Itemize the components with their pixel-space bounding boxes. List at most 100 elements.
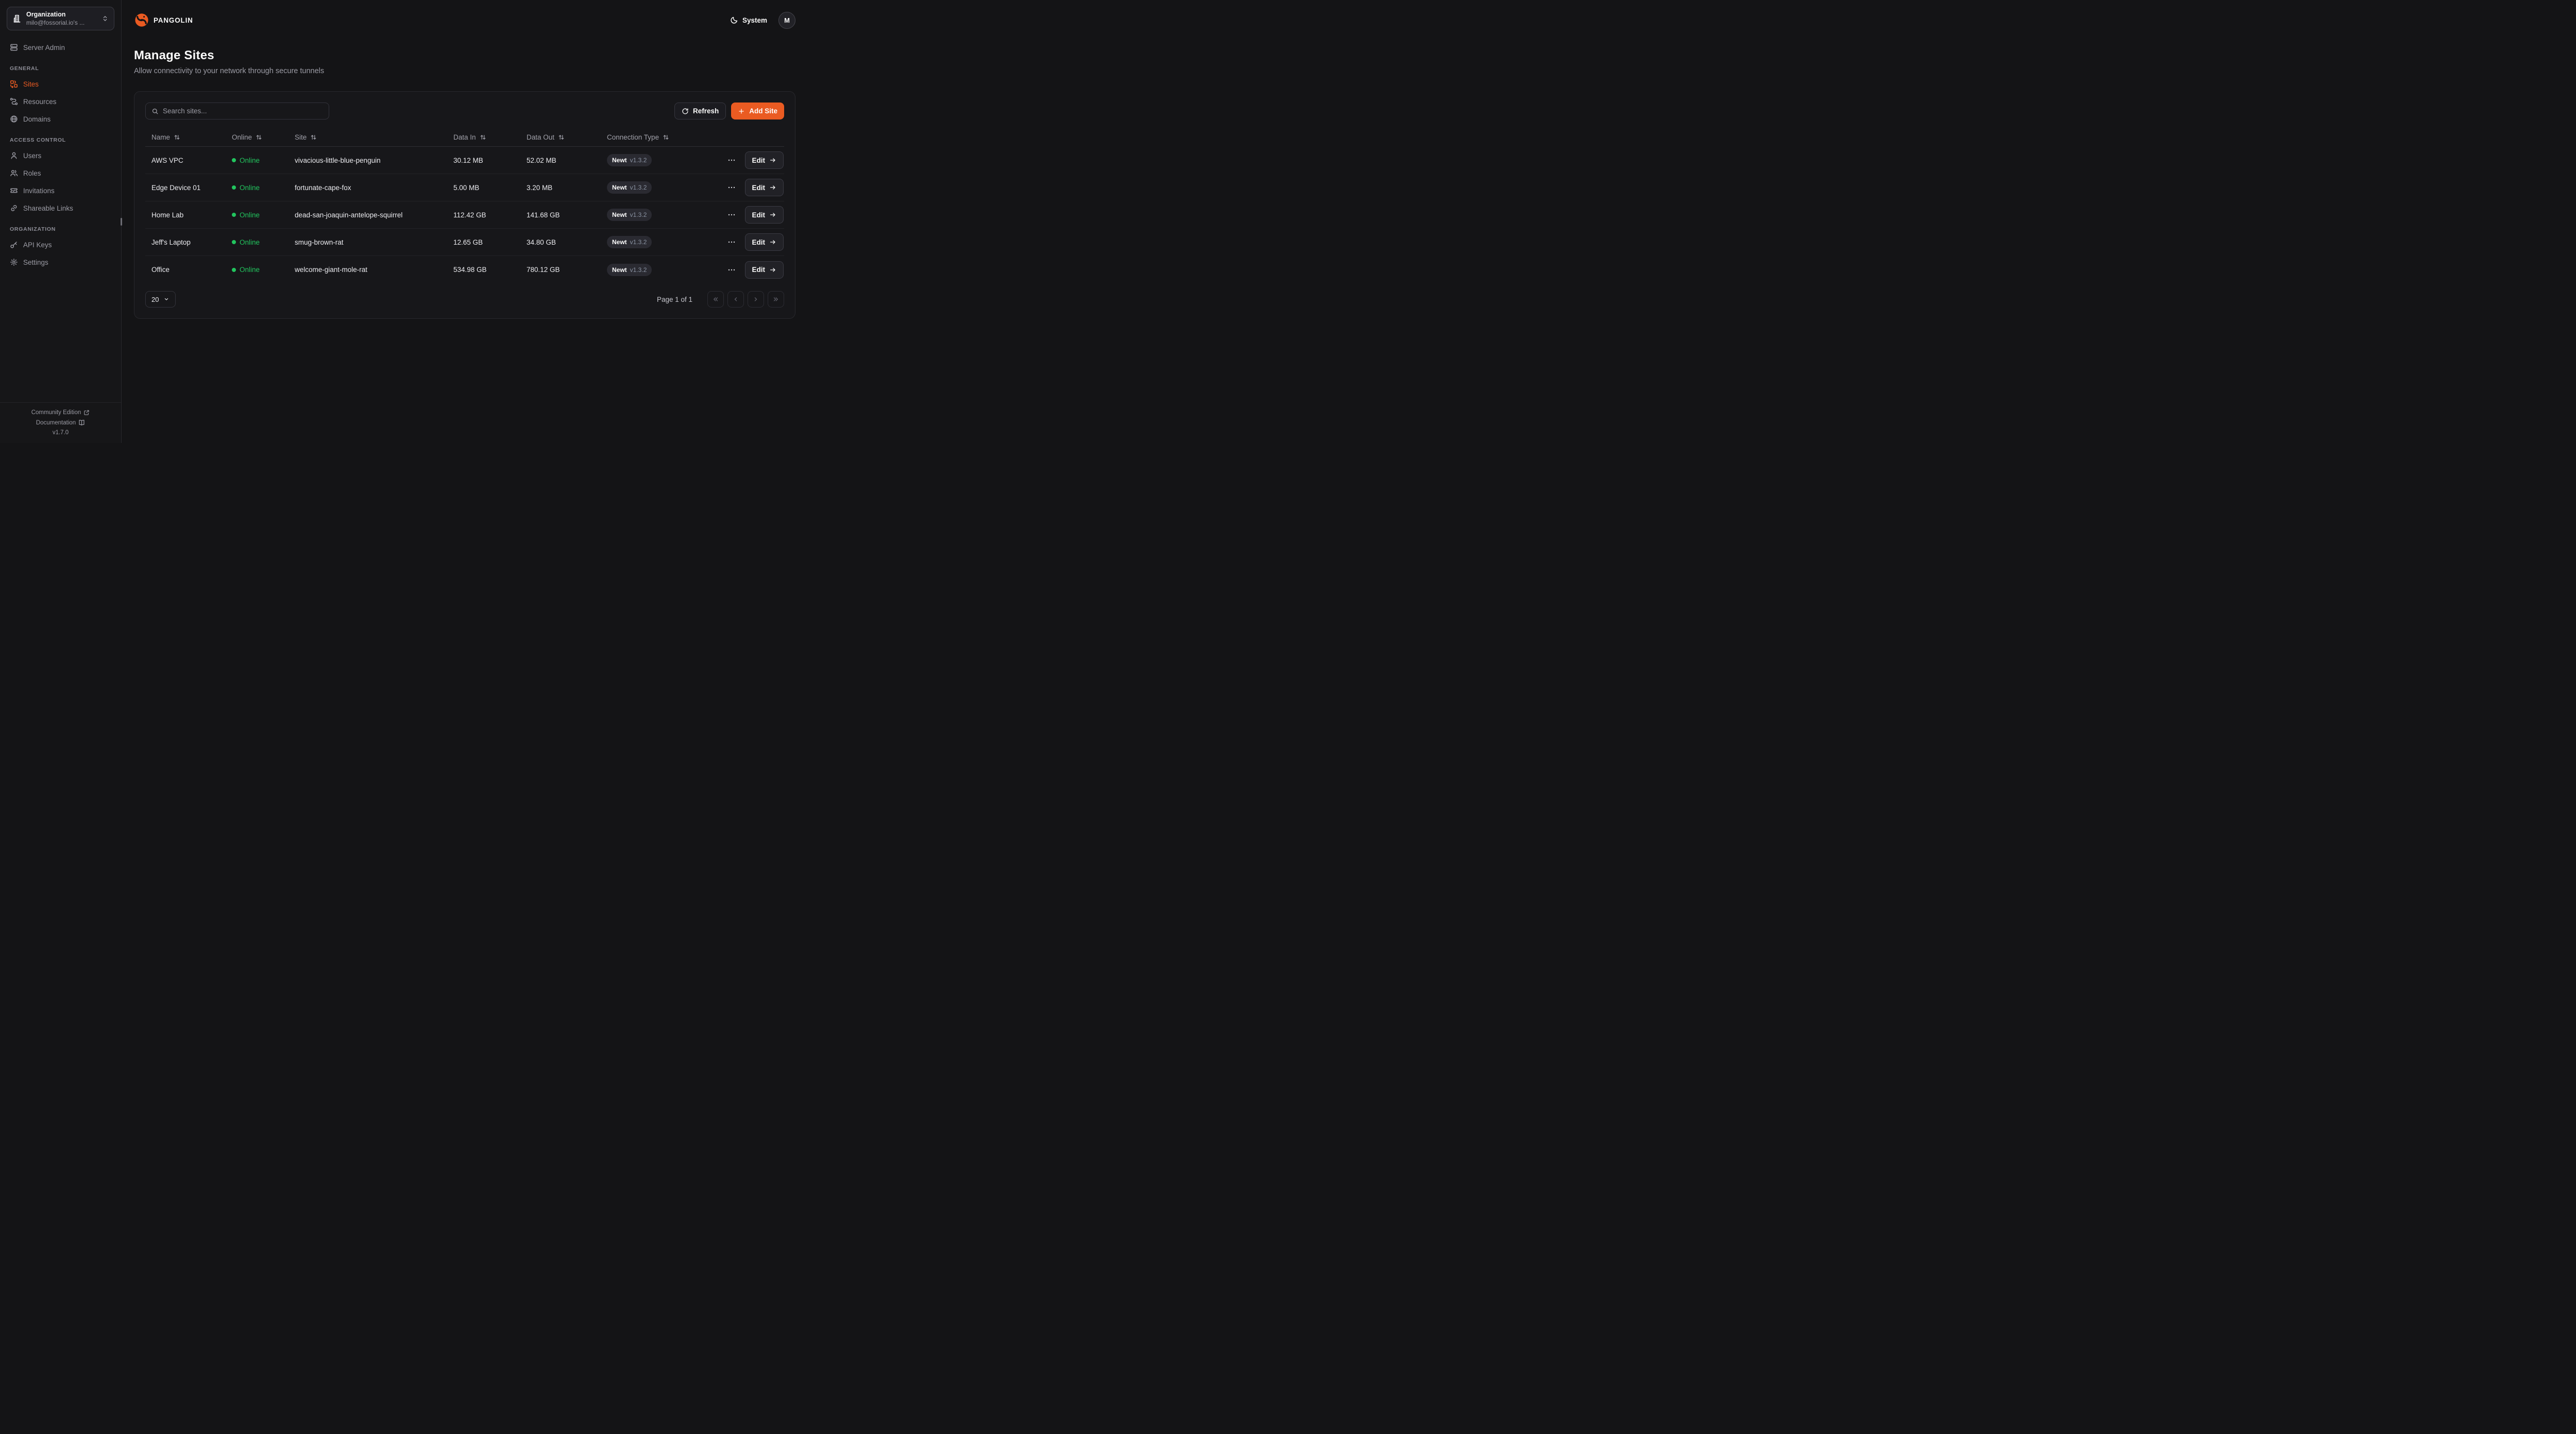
refresh-button[interactable]: Refresh bbox=[674, 103, 726, 120]
external-link-icon bbox=[83, 409, 90, 416]
sidebar-item-roles[interactable]: Roles bbox=[7, 165, 114, 181]
page-subtitle: Allow connectivity to your network throu… bbox=[134, 67, 325, 75]
arrow-right-icon bbox=[769, 238, 776, 246]
sort-icon bbox=[174, 134, 180, 141]
sidebar-nav: Server Admin GENERAL Sites Resources Do bbox=[7, 40, 114, 272]
arrow-right-icon bbox=[769, 157, 776, 164]
status-badge: Online bbox=[232, 211, 282, 219]
column-header-site[interactable]: Site bbox=[289, 133, 447, 141]
sidebar-item-invitations[interactable]: Invitations bbox=[7, 183, 114, 198]
sidebar-item-resources[interactable]: Resources bbox=[7, 94, 114, 109]
connection-type-badge: Newt v1.3.2 bbox=[607, 181, 652, 194]
connection-type-badge: Newt v1.3.2 bbox=[607, 154, 652, 166]
column-header-connection-type[interactable]: Connection Type bbox=[601, 133, 688, 141]
cell-site: vivacious-little-blue-penguin bbox=[295, 156, 381, 164]
link-icon bbox=[10, 204, 18, 212]
last-page-button[interactable] bbox=[768, 291, 784, 308]
arrow-right-icon bbox=[769, 184, 776, 191]
sidebar-footer: Community Edition Documentation v1.7.0 bbox=[0, 402, 121, 443]
documentation-link[interactable]: Documentation bbox=[36, 419, 85, 426]
org-switcher[interactable]: Organization milo@fossorial.io's ... bbox=[7, 7, 114, 30]
edit-button[interactable]: Edit bbox=[744, 179, 784, 196]
sidebar-item-users[interactable]: Users bbox=[7, 148, 114, 163]
plus-icon bbox=[738, 108, 745, 115]
sort-icon bbox=[480, 134, 486, 141]
page-size-select[interactable]: 20 bbox=[145, 291, 176, 308]
table-row: Edge Device 01 Online fortunate-cape-fox… bbox=[145, 174, 784, 201]
row-menu-button[interactable] bbox=[725, 264, 738, 276]
chevrons-up-down-icon bbox=[101, 15, 109, 22]
cell-data-out: 34.80 GB bbox=[527, 238, 556, 246]
gear-icon bbox=[10, 258, 18, 266]
online-dot-icon bbox=[232, 158, 236, 162]
app-window: Organization milo@fossorial.io's ... Ser… bbox=[0, 0, 808, 443]
cell-data-out: 52.02 MB bbox=[527, 156, 556, 164]
waypoints-icon bbox=[10, 97, 18, 106]
nav-section-access-control: ACCESS CONTROL bbox=[10, 137, 66, 143]
sidebar-item-sites[interactable]: Sites bbox=[7, 76, 114, 92]
sidebar-item-label: Invitations bbox=[23, 186, 55, 195]
cell-data-out: 141.68 GB bbox=[527, 211, 560, 219]
edit-button[interactable]: Edit bbox=[744, 206, 784, 224]
globe-icon bbox=[10, 115, 18, 123]
status-badge: Online bbox=[232, 184, 282, 192]
page-title: Manage Sites bbox=[134, 48, 214, 62]
column-header-data-in[interactable]: Data In bbox=[447, 133, 520, 141]
sidebar-item-label: Server Admin bbox=[23, 43, 65, 52]
search-input[interactable] bbox=[163, 107, 323, 115]
sidebar-resize-handle[interactable] bbox=[120, 218, 122, 226]
sidebar-item-settings[interactable]: Settings bbox=[7, 254, 114, 270]
cell-name: AWS VPC bbox=[151, 156, 183, 164]
sidebar-item-label: Users bbox=[23, 151, 42, 160]
row-menu-button[interactable] bbox=[725, 181, 738, 194]
sidebar: Organization milo@fossorial.io's ... Ser… bbox=[0, 0, 122, 443]
nav-section-general: GENERAL bbox=[10, 65, 39, 72]
sidebar-item-domains[interactable]: Domains bbox=[7, 111, 114, 127]
cell-data-out: 3.20 MB bbox=[527, 183, 553, 192]
edit-button[interactable]: Edit bbox=[744, 261, 784, 279]
moon-icon bbox=[730, 16, 738, 24]
sidebar-item-server-admin[interactable]: Server Admin bbox=[7, 40, 114, 55]
column-header-name[interactable]: Name bbox=[145, 133, 226, 141]
sidebar-item-label: Shareable Links bbox=[23, 204, 73, 212]
sites-panel: Refresh Add Site Name bbox=[134, 91, 795, 319]
add-site-button[interactable]: Add Site bbox=[731, 103, 784, 120]
cell-name: Jeff's Laptop bbox=[151, 238, 191, 246]
server-icon bbox=[10, 43, 18, 52]
edit-button[interactable]: Edit bbox=[744, 151, 784, 169]
cell-name: Home Lab bbox=[151, 211, 184, 219]
cell-data-in: 12.65 GB bbox=[453, 238, 483, 246]
row-menu-button[interactable] bbox=[725, 236, 738, 248]
community-edition-link[interactable]: Community Edition bbox=[31, 409, 90, 416]
edit-button[interactable]: Edit bbox=[744, 233, 784, 251]
sort-icon bbox=[310, 134, 317, 141]
cell-data-in: 112.42 GB bbox=[453, 211, 486, 219]
previous-page-button[interactable] bbox=[727, 291, 744, 308]
next-page-button[interactable] bbox=[748, 291, 764, 308]
row-menu-button[interactable] bbox=[725, 209, 738, 221]
org-switcher-label: Organization bbox=[26, 10, 66, 18]
sidebar-item-label: API Keys bbox=[23, 241, 52, 249]
user-avatar[interactable]: M bbox=[778, 11, 795, 29]
connection-type-badge: Newt v1.3.2 bbox=[607, 209, 652, 221]
column-header-online[interactable]: Online bbox=[226, 133, 289, 141]
online-dot-icon bbox=[232, 240, 236, 244]
sidebar-item-api-keys[interactable]: API Keys bbox=[7, 237, 114, 252]
sidebar-item-label: Settings bbox=[23, 258, 48, 266]
sidebar-item-shareable-links[interactable]: Shareable Links bbox=[7, 200, 114, 216]
building-icon bbox=[12, 14, 22, 23]
first-page-button[interactable] bbox=[707, 291, 724, 308]
cell-data-in: 30.12 MB bbox=[453, 156, 483, 164]
table-header-row: Name Online Site Data In bbox=[145, 128, 784, 147]
sidebar-item-label: Domains bbox=[23, 115, 51, 123]
online-dot-icon bbox=[232, 185, 236, 190]
cell-name: Edge Device 01 bbox=[151, 183, 201, 192]
column-header-data-out[interactable]: Data Out bbox=[520, 133, 601, 141]
table-row: Jeff's Laptop Online smug-brown-rat 12.6… bbox=[145, 229, 784, 256]
cell-site: dead-san-joaquin-antelope-squirrel bbox=[295, 211, 403, 219]
theme-toggle-button[interactable]: System bbox=[730, 16, 767, 24]
table-footer: 20 Page 1 of 1 bbox=[145, 291, 784, 308]
brand-name: PANGOLIN bbox=[154, 16, 193, 24]
row-menu-button[interactable] bbox=[725, 154, 738, 166]
book-open-icon bbox=[78, 419, 85, 426]
